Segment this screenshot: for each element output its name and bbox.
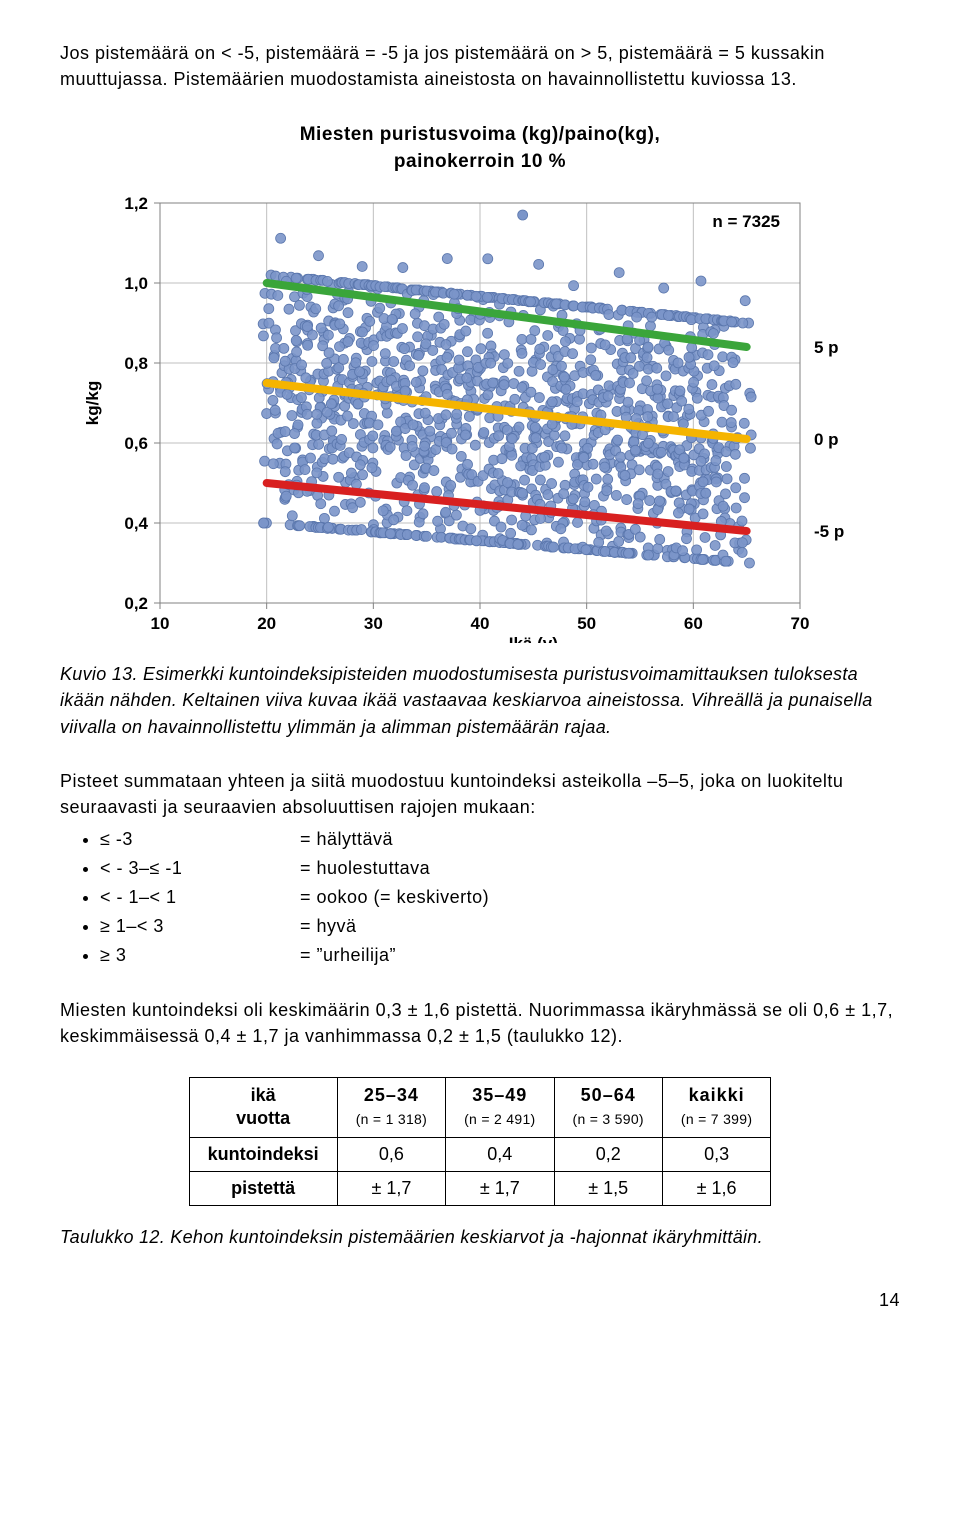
table-column-header: kaikki (n = 7 399) [662, 1078, 770, 1138]
classification-item: < - 1–< 1= ookoo (= keskiverto) [100, 884, 900, 911]
class-range: ≥ 3 [100, 942, 300, 969]
table-row: pistettä± 1,7± 1,7± 1,5± 1,6 [189, 1171, 771, 1205]
svg-text:0,8: 0,8 [124, 354, 148, 373]
chart-title: Miesten puristusvoima (kg)/paino(kg), pa… [60, 122, 900, 175]
figure-caption: Kuvio 13. Esimerkki kuntoindeksipisteide… [60, 661, 900, 739]
table-cell: ± 1,5 [554, 1171, 662, 1205]
class-range: ≤ -3 [100, 826, 300, 853]
col-top: 25–34 [364, 1085, 419, 1105]
svg-text:20: 20 [257, 614, 276, 633]
table-cell: ± 1,7 [446, 1171, 554, 1205]
scatter-chart: 10 20 30 40 50 60 70 0,2 0,4 0,6 0,8 1,0 1,2 kg/kg Ikä… [70, 193, 890, 643]
class-range: < - 1–< 1 [100, 884, 300, 911]
svg-text:0,4: 0,4 [124, 514, 148, 533]
table-cell: ± 1,7 [337, 1171, 445, 1205]
class-label: = huolestuttava [300, 855, 430, 882]
classification-intro: Pisteet summataan yhteen ja siitä muodos… [60, 768, 900, 820]
svg-text:70: 70 [791, 614, 810, 633]
svg-text:kg/kg: kg/kg [83, 381, 102, 425]
page-number: 14 [60, 1290, 900, 1311]
class-label: = hälyttävä [300, 826, 393, 853]
classification-list: ≤ -3= hälyttävä< - 3–≤ -1= huolestuttava… [100, 826, 900, 969]
table-row-label: kuntoindeksi [189, 1137, 337, 1171]
table-cell: 0,6 [337, 1137, 445, 1171]
intro-paragraph: Jos pistemäärä on < -5, pistemäärä = -5 … [60, 40, 900, 92]
col-top: 35–49 [472, 1085, 527, 1105]
table-column-header: 35–49 (n = 2 491) [446, 1078, 554, 1138]
col-top: kaikki [689, 1085, 745, 1105]
table-column-header: 25–34 (n = 1 318) [337, 1078, 445, 1138]
class-range: < - 3–≤ -1 [100, 855, 300, 882]
table-row: kuntoindeksi0,60,40,20,3 [189, 1137, 771, 1171]
table-column-header: 50–64 (n = 3 590) [554, 1078, 662, 1138]
table-cell: 0,2 [554, 1137, 662, 1171]
chart-title-line2: painokerroin 10 % [394, 151, 566, 172]
svg-text:1,0: 1,0 [124, 274, 148, 293]
table-row-header: ikä vuotta [189, 1078, 337, 1138]
classification-item: ≤ -3= hälyttävä [100, 826, 900, 853]
svg-text:-5 p: -5 p [814, 522, 844, 541]
svg-text:0,6: 0,6 [124, 434, 148, 453]
svg-text:1,2: 1,2 [124, 194, 148, 213]
col-top: 50–64 [581, 1085, 636, 1105]
col-sub: (n = 1 318) [356, 1111, 427, 1127]
table-cell: ± 1,6 [662, 1171, 770, 1205]
classification-item: ≥ 1–< 3= hyvä [100, 913, 900, 940]
class-label: = hyvä [300, 913, 357, 940]
table-cell: 0,4 [446, 1137, 554, 1171]
table-caption: Taulukko 12. Kehon kuntoindeksin pistemä… [60, 1224, 900, 1250]
table-container: ikä vuotta 25–34 (n = 1 318) 35–49 (n = 2 491… [189, 1077, 772, 1206]
col-sub: (n = 2 491) [464, 1111, 535, 1127]
col-sub: (n = 3 590) [573, 1111, 644, 1127]
class-range: ≥ 1–< 3 [100, 913, 300, 940]
chart-container: Miesten puristusvoima (kg)/paino(kg), pa… [60, 122, 900, 643]
svg-text:0 p: 0 p [814, 430, 839, 449]
kuntoindeksi-table: ikä vuotta 25–34 (n = 1 318) 35–49 (n = 2 491… [189, 1077, 772, 1206]
col-sub: (n = 7 399) [681, 1111, 752, 1127]
svg-text:Ikä (v): Ikä (v) [509, 634, 558, 643]
table-row-label: pistettä [189, 1171, 337, 1205]
svg-text:30: 30 [364, 614, 383, 633]
table-cell: 0,3 [662, 1137, 770, 1171]
svg-text:50: 50 [577, 614, 596, 633]
svg-text:40: 40 [471, 614, 490, 633]
chart-title-line1: Miesten puristusvoima (kg)/paino(kg), [300, 124, 661, 145]
svg-text:10: 10 [151, 614, 170, 633]
summary-paragraph: Miesten kuntoindeksi oli keskimäärin 0,3… [60, 997, 900, 1049]
class-label: = ”urheilija” [300, 942, 396, 969]
svg-text:5 p: 5 p [814, 338, 839, 357]
classification-item: < - 3–≤ -1= huolestuttava [100, 855, 900, 882]
row-header-bottom: vuotta [236, 1108, 290, 1128]
svg-text:n = 7325: n = 7325 [712, 212, 780, 231]
class-label: = ookoo (= keskiverto) [300, 884, 489, 911]
svg-text:0,2: 0,2 [124, 594, 148, 613]
classification-item: ≥ 3= ”urheilija” [100, 942, 900, 969]
row-header-top: ikä [251, 1085, 276, 1105]
svg-text:60: 60 [684, 614, 703, 633]
